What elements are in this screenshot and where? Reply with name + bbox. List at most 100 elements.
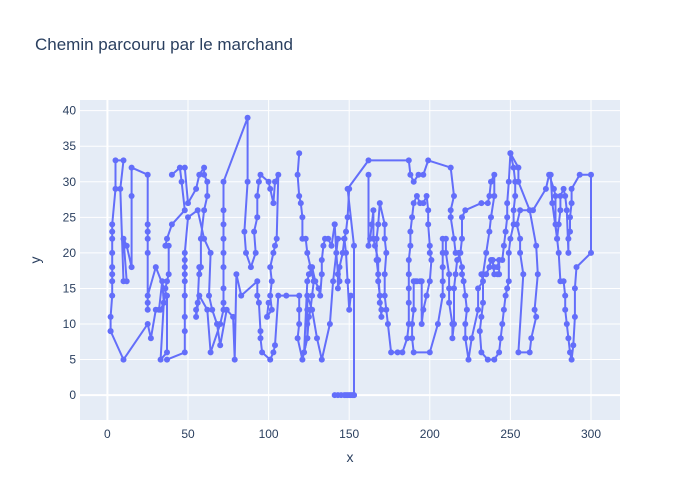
route-point: [426, 349, 433, 356]
route-point: [344, 214, 351, 221]
route-point: [296, 321, 303, 327]
route-point: [549, 200, 556, 207]
route-point: [267, 185, 274, 192]
route-point: [520, 271, 527, 278]
route-point: [460, 278, 467, 285]
route-point: [565, 249, 572, 256]
route-point: [157, 356, 164, 363]
route-point: [571, 285, 578, 292]
route-point: [446, 299, 453, 306]
route-point: [370, 207, 377, 214]
route-point: [334, 285, 341, 292]
route-point: [526, 349, 533, 356]
grid-lines: [80, 100, 620, 420]
route-point: [407, 242, 414, 249]
route-point: [217, 342, 224, 349]
route-point: [494, 264, 501, 271]
route-point: [275, 171, 282, 178]
route-point: [475, 306, 482, 313]
route-point: [410, 349, 417, 356]
route-point: [272, 242, 278, 249]
x-tick-label: 200: [420, 427, 440, 441]
route-point: [270, 200, 277, 207]
route-point: [326, 321, 333, 327]
route-point: [112, 185, 119, 192]
route-point: [504, 200, 511, 207]
route-point: [423, 193, 430, 199]
route-point: [409, 335, 416, 342]
route-point: [351, 242, 357, 249]
route-point: [185, 214, 191, 221]
route-point: [376, 292, 383, 299]
route-point: [341, 235, 348, 242]
route-point: [447, 207, 454, 214]
route-point: [531, 306, 538, 313]
route-point: [196, 271, 203, 278]
route-point: [420, 200, 427, 207]
route-point: [123, 242, 130, 249]
route-point: [194, 299, 201, 306]
route-point: [317, 292, 324, 299]
route-point: [500, 306, 507, 313]
route-point: [201, 171, 208, 178]
route-point: [499, 321, 506, 327]
route-point: [459, 214, 465, 221]
route-point: [552, 193, 559, 199]
route-point: [499, 257, 506, 263]
route-point: [268, 306, 275, 313]
route-point: [505, 278, 512, 285]
route-point: [144, 292, 151, 299]
route-point: [446, 285, 453, 292]
route-point: [375, 221, 382, 228]
route-point: [410, 200, 417, 207]
route-point: [128, 193, 135, 199]
route-point: [325, 235, 332, 242]
route-line: [296, 153, 336, 354]
route-point: [272, 342, 278, 349]
route-point: [206, 292, 212, 299]
route-point: [168, 221, 175, 228]
route-point: [502, 292, 509, 299]
route-point: [109, 271, 116, 278]
route-point: [264, 313, 270, 320]
route-point: [484, 200, 491, 207]
route-point: [144, 171, 151, 178]
route-point: [504, 214, 511, 221]
route-point: [302, 235, 309, 242]
route-point: [320, 242, 327, 249]
route-point: [557, 193, 564, 199]
route-point: [162, 285, 169, 292]
route-point: [109, 278, 116, 285]
route-point: [512, 178, 519, 185]
route-point: [147, 335, 154, 342]
route-point: [159, 278, 166, 285]
route-point: [257, 171, 264, 178]
route-point: [204, 178, 211, 185]
route-point: [344, 278, 351, 285]
route-point: [336, 264, 343, 271]
y-axis-title: y: [27, 257, 43, 264]
route-point: [259, 349, 266, 356]
route-point: [331, 221, 338, 228]
route-point: [120, 157, 127, 164]
route-point: [567, 228, 573, 235]
route-point: [447, 214, 454, 221]
route-point: [505, 178, 512, 185]
route-point: [334, 235, 341, 242]
route-point: [557, 207, 564, 214]
route-point: [204, 306, 211, 313]
y-tick-label: 40: [63, 104, 77, 118]
route-point: [181, 313, 188, 320]
route-point: [270, 349, 277, 356]
route-point: [476, 328, 483, 335]
route-point: [534, 271, 541, 278]
route-point: [144, 228, 151, 235]
route-point: [254, 193, 261, 199]
route-point: [220, 235, 227, 242]
route-point: [181, 292, 188, 299]
route-line: [183, 116, 280, 354]
route-point: [120, 278, 127, 285]
route-point: [405, 157, 412, 164]
route-point: [305, 271, 312, 278]
route-point: [484, 356, 491, 363]
